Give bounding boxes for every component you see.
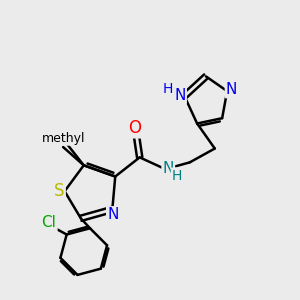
Text: N: N: [163, 161, 174, 176]
Text: S: S: [54, 182, 64, 200]
Text: O: O: [128, 119, 141, 137]
Text: H: H: [172, 169, 182, 183]
Text: N: N: [226, 82, 237, 97]
Text: N: N: [107, 207, 118, 222]
Text: methyl: methyl: [41, 132, 85, 145]
Text: H: H: [163, 82, 173, 96]
Text: N: N: [174, 88, 186, 103]
Text: Cl: Cl: [42, 215, 56, 230]
